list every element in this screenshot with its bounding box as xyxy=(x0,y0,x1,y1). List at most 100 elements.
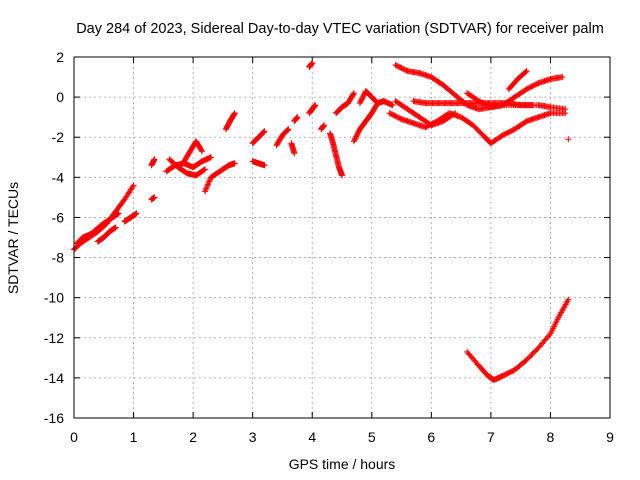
data-point xyxy=(523,68,530,75)
data-point xyxy=(559,74,566,81)
chart-title: Day 284 of 2023, Sidereal Day-to-day VTE… xyxy=(76,21,604,37)
series-arc-20 xyxy=(327,130,345,179)
data-point-sample xyxy=(260,128,267,135)
data-point xyxy=(115,210,122,217)
data-point-sample xyxy=(546,332,553,339)
series-arc-14 xyxy=(273,126,292,149)
series-arc-16 xyxy=(288,140,298,157)
series-arc-13 xyxy=(249,128,268,147)
data-point xyxy=(291,150,298,157)
data-point-sample xyxy=(204,182,211,189)
data-point xyxy=(202,188,209,195)
data-point xyxy=(130,182,137,189)
data-point xyxy=(350,90,357,97)
series-arc-21 xyxy=(333,90,357,117)
y-tick-label: 2 xyxy=(56,49,64,65)
x-tick-label: 8 xyxy=(547,429,555,445)
data-point-sample xyxy=(203,185,210,192)
series-arc-6 xyxy=(148,156,158,169)
grid-lines xyxy=(74,57,610,418)
y-tick-label: -12 xyxy=(44,330,64,346)
series-arc-12 xyxy=(249,158,268,169)
series-arc-17 xyxy=(306,60,316,71)
series-arc-2 xyxy=(73,210,122,247)
plot-frame xyxy=(73,56,611,419)
y-axis-ticks: -16 -14 -12 -10 -8 -6 -4 -2 0 2 xyxy=(44,49,610,426)
x-tick-label: 4 xyxy=(308,429,316,445)
y-tick-label: -16 xyxy=(44,410,64,426)
x-tick-label: 2 xyxy=(189,429,197,445)
series-arc-27 xyxy=(487,110,569,147)
series-arc-15 xyxy=(291,114,301,125)
data-point-sample xyxy=(350,91,357,98)
y-tick-label: -10 xyxy=(44,290,64,306)
data-points xyxy=(71,60,572,383)
data-point xyxy=(339,172,345,179)
data-point xyxy=(231,160,238,167)
data-point-sample xyxy=(205,181,211,188)
series-arc-10 xyxy=(202,160,238,195)
series-arc-4 xyxy=(121,210,140,225)
data-point xyxy=(309,60,316,67)
x-tick-label: 1 xyxy=(130,429,138,445)
data-point xyxy=(151,194,158,201)
series-arc-23 xyxy=(356,88,396,109)
data-point xyxy=(112,224,119,231)
series-arc-3 xyxy=(94,224,119,245)
y-axis-label: SDTVAR / TECUs xyxy=(5,182,21,294)
data-point xyxy=(562,110,569,117)
data-point xyxy=(389,102,396,109)
data-point xyxy=(199,148,206,155)
x-tick-label: 3 xyxy=(249,429,257,445)
data-point-sample xyxy=(129,183,136,190)
data-point-sample xyxy=(284,127,291,134)
y-tick-label: -2 xyxy=(52,129,65,145)
x-tick-label: 7 xyxy=(487,429,495,445)
data-point-sample xyxy=(205,179,212,186)
data-point xyxy=(565,136,572,143)
data-point-sample xyxy=(260,129,267,136)
data-point xyxy=(231,110,238,117)
x-tick-label: 5 xyxy=(368,429,376,445)
data-point-sample xyxy=(114,211,121,218)
data-point xyxy=(151,156,158,163)
data-point xyxy=(261,128,268,135)
series-arc-29 xyxy=(410,98,536,109)
data-point xyxy=(294,114,301,121)
data-point xyxy=(312,102,319,109)
y-tick-label: -4 xyxy=(52,169,65,185)
series-arc-9 xyxy=(181,138,206,165)
data-point xyxy=(261,162,268,169)
data-point xyxy=(202,166,209,173)
y-tick-label: -14 xyxy=(44,370,64,386)
series-arc-32 xyxy=(464,296,572,383)
data-point xyxy=(529,102,536,109)
data-point-sample xyxy=(203,184,210,191)
x-axis-label: GPS time / hours xyxy=(289,456,396,472)
series-arc-8 xyxy=(166,156,209,179)
series-arc-19 xyxy=(318,122,328,133)
x-tick-label: 6 xyxy=(427,429,435,445)
y-tick-label: 0 xyxy=(56,89,64,105)
x-tick-label: 0 xyxy=(70,429,78,445)
series-arc-22 xyxy=(350,100,381,145)
data-point xyxy=(133,210,140,217)
data-point-sample xyxy=(522,68,529,75)
series-arc-11 xyxy=(222,110,238,133)
series-arc-26 xyxy=(386,110,494,147)
series-arc-31 xyxy=(565,136,572,143)
data-point-sample xyxy=(202,186,209,193)
y-tick-label: -6 xyxy=(52,209,65,225)
x-tick-label: 9 xyxy=(606,429,614,445)
data-point-sample xyxy=(201,166,208,173)
series-arc-30 xyxy=(505,68,530,93)
data-point xyxy=(207,154,214,161)
data-point-sample xyxy=(206,177,213,184)
data-point xyxy=(565,296,572,303)
data-point xyxy=(285,126,292,133)
data-point-sample xyxy=(206,178,213,185)
data-point-sample xyxy=(284,126,291,133)
x-axis-ticks: 0 1 2 3 4 5 6 7 8 9 xyxy=(70,57,614,445)
data-point-sample xyxy=(198,147,205,154)
